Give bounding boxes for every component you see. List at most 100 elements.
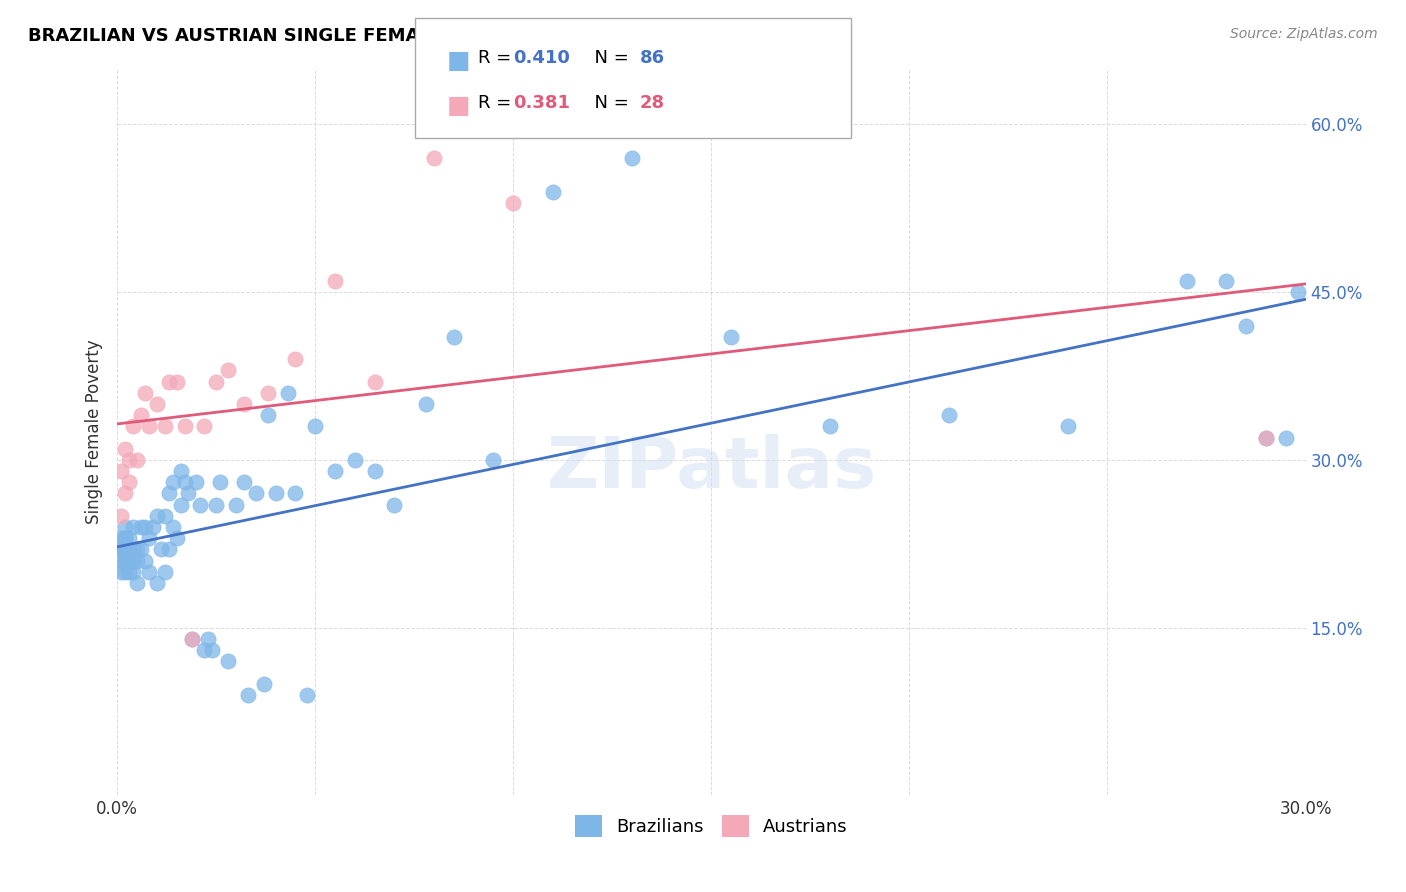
Point xyxy=(1175,274,1198,288)
Point xyxy=(122,565,145,579)
Point xyxy=(415,397,437,411)
Point xyxy=(114,531,136,545)
Point xyxy=(153,508,176,523)
Point xyxy=(1215,274,1237,288)
Point xyxy=(323,464,346,478)
Point xyxy=(1286,285,1309,300)
Point xyxy=(110,508,132,523)
Point xyxy=(297,688,319,702)
Text: N =: N = xyxy=(583,49,636,67)
Point xyxy=(146,576,169,591)
Point xyxy=(1254,431,1277,445)
Point xyxy=(166,375,188,389)
Point xyxy=(502,195,524,210)
Point xyxy=(122,520,145,534)
Point xyxy=(118,475,141,490)
Point xyxy=(114,531,136,545)
Point xyxy=(114,565,136,579)
Text: 28: 28 xyxy=(640,94,665,112)
Point xyxy=(1056,419,1078,434)
Point xyxy=(181,632,204,646)
Point xyxy=(1254,431,1277,445)
Point xyxy=(256,408,278,422)
Point xyxy=(153,565,176,579)
Point xyxy=(541,185,564,199)
Text: 0.410: 0.410 xyxy=(513,49,569,67)
Text: 86: 86 xyxy=(640,49,665,67)
Point xyxy=(138,531,160,545)
Point xyxy=(142,520,165,534)
Point xyxy=(1234,318,1257,333)
Point xyxy=(304,419,326,434)
Point xyxy=(166,531,188,545)
Point xyxy=(621,151,644,165)
Text: ■: ■ xyxy=(447,94,471,118)
Point xyxy=(114,542,136,557)
Point xyxy=(114,542,136,557)
Point xyxy=(363,464,385,478)
Point xyxy=(284,352,307,367)
Point xyxy=(110,542,132,557)
Point xyxy=(125,553,148,567)
Text: Source: ZipAtlas.com: Source: ZipAtlas.com xyxy=(1230,27,1378,41)
Point xyxy=(114,442,136,456)
Point xyxy=(264,486,287,500)
Point xyxy=(157,542,180,557)
Point xyxy=(125,576,148,591)
Point xyxy=(134,553,156,567)
Point xyxy=(209,475,232,490)
Point xyxy=(134,520,156,534)
Point xyxy=(162,475,184,490)
Text: N =: N = xyxy=(583,94,636,112)
Point xyxy=(384,498,406,512)
Point xyxy=(110,531,132,545)
Point xyxy=(118,542,141,557)
Point xyxy=(193,419,215,434)
Point xyxy=(118,553,141,567)
Point xyxy=(482,453,505,467)
Point xyxy=(181,632,204,646)
Point xyxy=(157,486,180,500)
Point xyxy=(129,408,152,422)
Point xyxy=(201,643,224,657)
Point xyxy=(720,330,742,344)
Point xyxy=(169,498,191,512)
Point xyxy=(125,453,148,467)
Point xyxy=(138,565,160,579)
Point xyxy=(110,565,132,579)
Point xyxy=(253,676,276,690)
Point xyxy=(233,397,256,411)
Point xyxy=(205,498,228,512)
Point xyxy=(138,419,160,434)
Point xyxy=(256,385,278,400)
Point xyxy=(177,486,200,500)
Point xyxy=(443,330,465,344)
Text: ■: ■ xyxy=(447,49,471,73)
Point xyxy=(205,375,228,389)
Point xyxy=(122,419,145,434)
Point xyxy=(118,453,141,467)
Point xyxy=(276,385,298,400)
Point xyxy=(122,542,145,557)
Point xyxy=(938,408,960,422)
Point xyxy=(122,553,145,567)
Point xyxy=(236,688,259,702)
Point xyxy=(233,475,256,490)
Point xyxy=(114,542,136,557)
Point xyxy=(190,498,212,512)
Point xyxy=(162,520,184,534)
Point xyxy=(153,419,176,434)
Point xyxy=(110,464,132,478)
Point xyxy=(118,542,141,557)
Point xyxy=(146,397,169,411)
Text: R =: R = xyxy=(478,49,517,67)
Point xyxy=(169,464,191,478)
Point xyxy=(217,363,239,377)
Point xyxy=(146,508,169,523)
Point xyxy=(363,375,385,389)
Point xyxy=(225,498,247,512)
Point xyxy=(423,151,446,165)
Text: 0.381: 0.381 xyxy=(513,94,571,112)
Point xyxy=(125,542,148,557)
Point xyxy=(173,419,195,434)
